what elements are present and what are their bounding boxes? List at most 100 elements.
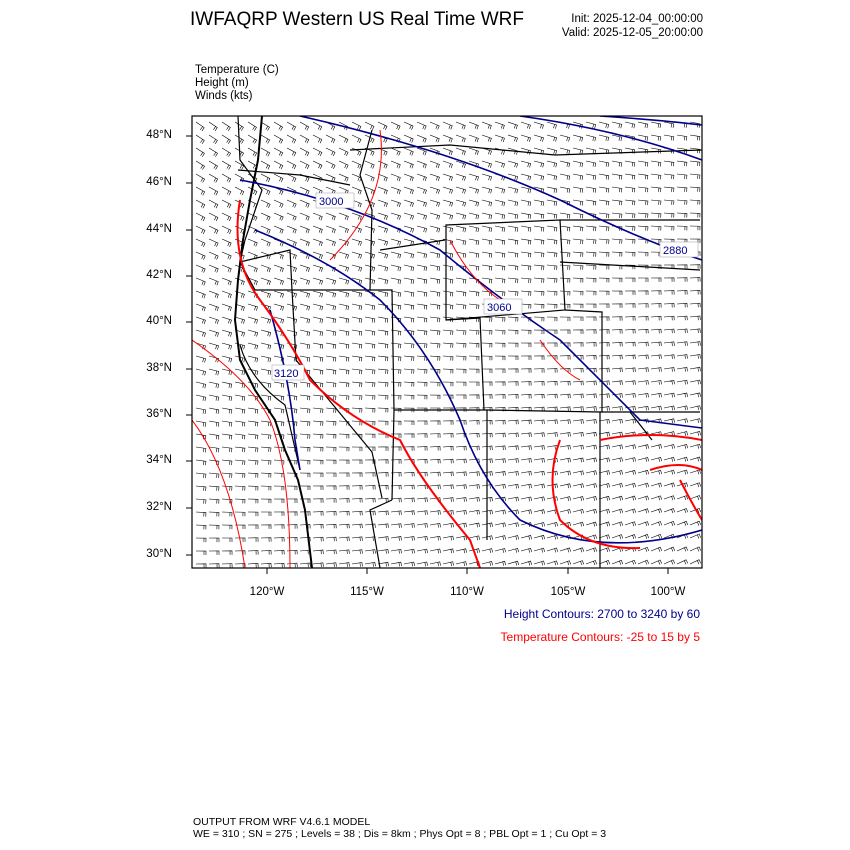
wind-barb [572,186,584,193]
wind-barb [598,495,610,501]
wind-barb [208,199,219,209]
wind-barb [247,524,259,529]
wind-barb [520,277,532,284]
wind-barb [637,212,649,218]
wind-barb [442,186,453,194]
wind-barb [364,433,376,439]
wind-barb [585,173,597,180]
wind-barb [234,160,245,170]
wind-barb [572,264,584,270]
contour-labels: 3000 3060 2880 3120 [271,192,699,381]
wind-barb [663,186,675,193]
wind-barb [325,368,337,375]
wind-barb [247,134,257,144]
wind-barb [546,225,558,232]
wind-barb [520,560,533,566]
wind-barb [260,199,271,208]
wind-barb [234,459,246,465]
wind-barb [481,225,493,233]
wind-barb [559,393,571,399]
wind-barb [611,212,623,219]
wind-barb [611,559,624,565]
wind-barb [273,342,285,350]
wind-barb [325,381,337,388]
wind-barb [572,380,584,386]
wind-barb [507,212,519,219]
wind-barb [520,251,532,258]
wind-barb [572,470,584,476]
wind-barb [703,161,713,166]
wind-barb [663,315,675,321]
wind-barb [455,381,467,387]
wind-barb [442,225,454,233]
wind-barb [703,226,713,230]
wind-barb [663,173,675,180]
wind-barb [481,496,493,502]
wind-barb [221,524,233,530]
wind-barb [481,277,493,284]
wind-barb [260,264,271,273]
wind-barb [546,381,558,386]
wind-barb [338,433,350,439]
wind-barb [390,186,401,195]
wind-barb [221,446,233,453]
wind-barb [247,459,259,465]
wind-barb [520,535,532,540]
wind-barb [468,173,479,181]
wind-barb [286,537,298,542]
wind-barb [689,290,701,295]
wind-barb [481,548,493,554]
wind-barb [611,121,623,129]
wind-barb [703,200,713,205]
wind-barb [351,381,363,388]
wind-barb [598,121,610,129]
wind-barb [533,290,545,296]
wind-barb [221,225,232,234]
wind-barb [416,290,428,297]
wind-barb [559,277,571,283]
wind-barb [273,316,285,324]
wind-barb [533,264,545,271]
wind-barb [559,432,571,437]
wind-barb [689,520,702,526]
wind-barb [637,199,649,206]
wind-barb [703,367,714,371]
wind-barb [585,290,597,296]
lat-label: 44°N [146,223,172,235]
wind-barb [286,524,298,529]
wind-barb [312,536,324,542]
wind-barb [416,381,428,387]
wind-barb [195,563,207,568]
wind-barb [286,147,297,157]
wind-barb [585,264,597,270]
wind-barb [624,277,636,283]
wind-barb [325,342,337,349]
wind-barb [299,329,311,337]
wind-barb [416,510,428,515]
wind-barb [364,420,376,426]
wind-barb [507,264,519,271]
wind-barb [572,496,584,501]
wind-barb [637,508,650,514]
wind-barb [325,355,337,362]
wind-barb [195,160,205,170]
wind-barb [481,381,493,386]
wind-barb [351,407,363,413]
wind-barb [598,508,611,514]
wind-barb [468,303,480,310]
wind-barb [572,277,584,283]
wind-barb [481,471,493,476]
wind-barb [520,381,532,386]
wind-barb [455,121,466,130]
wind-barb [325,303,337,311]
wind-barb [663,328,675,334]
wind-barb [208,407,220,414]
wind-barb [468,199,480,207]
wind-barb [208,550,220,555]
wind-barb [338,446,350,452]
wind-barb [416,523,428,528]
lat-label: 48°N [146,129,172,141]
wind-barb [598,173,610,180]
wind-barb [611,341,623,347]
wind-barb [221,186,232,196]
